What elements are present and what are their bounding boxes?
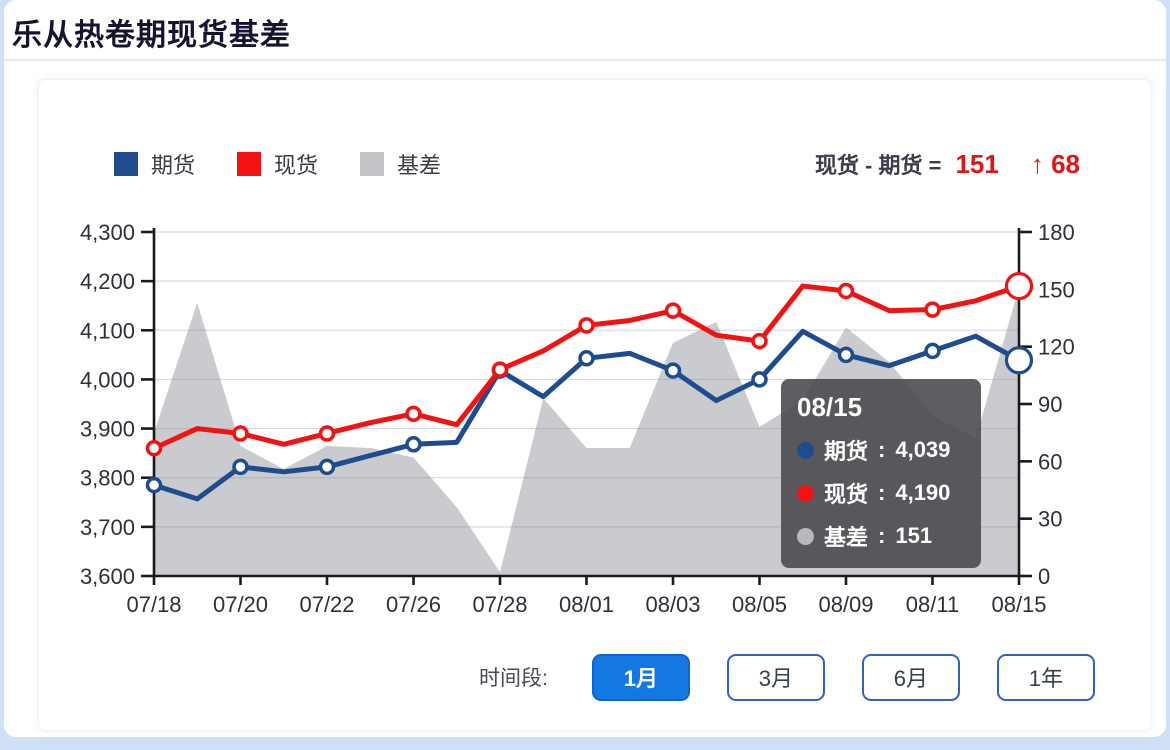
- x-axis-label: 07/18: [126, 592, 181, 617]
- spot-point-marker[interactable]: [924, 301, 941, 318]
- x-axis-label: 07/26: [386, 592, 441, 617]
- chart-card: 期货 现货 基差 现货 - 期货 = 151 ↑ 68 3,600 3,700 3,80…: [38, 79, 1151, 731]
- y-axis-left-label: 4,000: [80, 367, 135, 392]
- time-range-button-2[interactable]: 6月: [861, 653, 960, 701]
- legend-swatch-icon: [360, 152, 385, 176]
- page-title: 乐从热卷期现货基差: [12, 19, 291, 52]
- time-range-controls: 时间段: 1月 3月 6月 1年: [479, 653, 1095, 701]
- tooltip-row-label: 现货: [824, 482, 869, 507]
- futures-point-marker[interactable]: [405, 436, 422, 453]
- time-range-buttons: 1月 3月 6月 1年: [591, 653, 1095, 701]
- futures-point-marker[interactable]: [837, 346, 855, 364]
- legend-label: 现货: [274, 153, 319, 178]
- spot-point-marker[interactable]: [751, 332, 768, 350]
- title-divider: [4, 59, 1166, 61]
- chart-plot[interactable]: 3,600 3,700 3,800 3,900 4,000 4,100 4,200 4,300…: [39, 80, 1152, 640]
- tooltip-row-2: 基差 : 151: [797, 520, 965, 552]
- futures-point-marker[interactable]: [751, 371, 768, 388]
- futures-point-marker[interactable]: [664, 362, 682, 379]
- y-axis-left-label: 4,300: [80, 220, 135, 245]
- legend-item-2[interactable]: 基差: [360, 148, 441, 180]
- tooltip-row-separator: :: [878, 480, 886, 505]
- y-axis-left-label: 3,600: [80, 564, 135, 589]
- time-range-button-1[interactable]: 3月: [726, 653, 825, 701]
- chart-legend: 期货 现货 基差: [114, 148, 441, 180]
- outer-panel: 乐从热卷期现货基差 期货 现货 基差 现货 - 期货 = 151 ↑ 68 3,60…: [4, 0, 1166, 737]
- spot-point-marker[interactable]: [491, 361, 509, 378]
- stat-formula: 现货 - 期货 =: [814, 153, 942, 178]
- tooltip-rows: 期货 : 4,039 现货 : 4,190 基差 : 151: [797, 434, 965, 552]
- x-axis-label: 08/15: [991, 592, 1046, 617]
- y-axis-right-label: 0: [1038, 564, 1050, 589]
- stat-value: 151: [955, 148, 999, 179]
- legend-swatch-icon: [114, 152, 138, 176]
- time-range-button-3[interactable]: 1年: [996, 653, 1095, 701]
- y-axis-right-label: 180: [1038, 220, 1075, 245]
- y-axis-right-label: 30: [1038, 507, 1062, 532]
- futures-point-marker[interactable]: [318, 458, 336, 476]
- legend-item-0[interactable]: 期货: [114, 148, 195, 180]
- spot-point-marker[interactable]: [578, 317, 595, 334]
- legend-item-1[interactable]: 现货: [237, 148, 318, 180]
- x-axis-label: 07/28: [472, 592, 527, 617]
- y-axis-right-label: 150: [1038, 277, 1075, 302]
- basis-stat: 现货 - 期货 = 151 ↑ 68: [815, 148, 1080, 180]
- spot-point-marker[interactable]: [405, 405, 422, 423]
- y-axis-left-label: 3,700: [80, 515, 135, 540]
- x-axis-label: 08/03: [645, 592, 700, 617]
- futures-point-marker[interactable]: [232, 458, 249, 476]
- tooltip-row-value: 4,039: [895, 437, 951, 462]
- x-axis-label: 07/20: [213, 592, 268, 617]
- y-axis-right-label: 120: [1038, 335, 1075, 360]
- spot-point-marker[interactable]: [318, 425, 336, 442]
- tooltip-series-dot-icon: [797, 527, 814, 545]
- stat-change-arrow: ↑ 68: [1030, 148, 1080, 179]
- spot-hover-ring[interactable]: [1004, 271, 1034, 301]
- spot-point-marker[interactable]: [664, 302, 682, 319]
- tooltip-row-label: 期货: [824, 439, 869, 464]
- tooltip-row-separator: :: [878, 437, 886, 462]
- legend-swatch-icon: [237, 152, 262, 176]
- tooltip-row-label: 基差: [824, 525, 869, 550]
- tooltip-row-value: 4,190: [895, 480, 951, 505]
- futures-point-marker[interactable]: [145, 476, 163, 494]
- spot-point-marker[interactable]: [232, 425, 249, 442]
- futures-hover-ring[interactable]: [1004, 346, 1034, 375]
- y-axis-right-label: 60: [1038, 449, 1062, 474]
- tooltip-row-1: 现货 : 4,190: [797, 477, 965, 509]
- spot-point-marker[interactable]: [837, 282, 855, 300]
- y-axis-left-label: 4,200: [80, 269, 135, 294]
- y-axis-right-label: 90: [1038, 392, 1062, 417]
- tooltip-series-dot-icon: [797, 441, 814, 459]
- chart-tooltip: 08/15 期货 : 4,039 现货 : 4,190 基差 : 151: [781, 379, 981, 568]
- tooltip-row-separator: :: [878, 523, 886, 548]
- x-axis-label: 08/05: [732, 592, 787, 617]
- x-axis-label: 08/09: [818, 592, 873, 617]
- tooltip-row-0: 期货 : 4,039: [797, 434, 965, 466]
- y-axis-left-label: 4,100: [80, 318, 135, 343]
- tooltip-date: 08/15: [797, 392, 863, 422]
- spot-point-marker[interactable]: [145, 439, 163, 457]
- y-axis-left-label: 3,900: [80, 417, 135, 442]
- futures-point-marker[interactable]: [578, 350, 595, 367]
- x-axis-label: 08/01: [559, 592, 614, 617]
- time-range-label: 时间段:: [479, 667, 548, 690]
- x-axis-label: 07/22: [299, 592, 354, 617]
- legend-label: 基差: [397, 153, 442, 178]
- tooltip-series-dot-icon: [797, 484, 814, 502]
- legend-label: 期货: [151, 153, 196, 178]
- x-axis-label: 08/11: [906, 592, 959, 617]
- time-range-button-0[interactable]: 1月: [591, 653, 690, 701]
- tooltip-row-value: 151: [895, 523, 933, 548]
- futures-point-marker[interactable]: [924, 342, 941, 360]
- y-axis-left-label: 3,800: [80, 466, 135, 491]
